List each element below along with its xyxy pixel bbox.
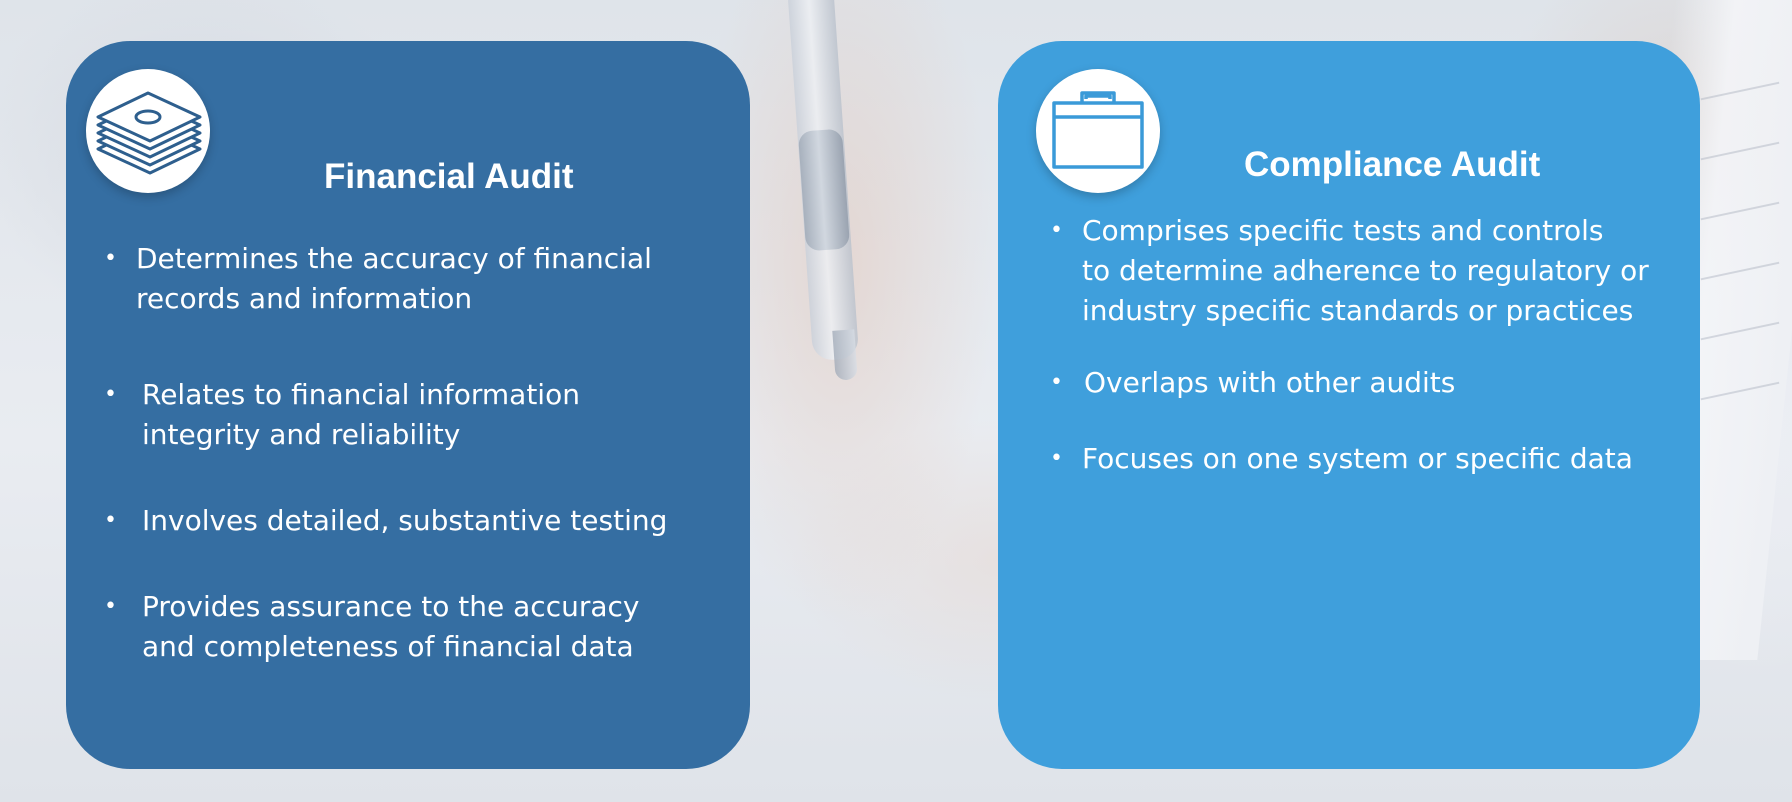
background-pen-grip — [797, 128, 851, 252]
bullet-item: • Relates to financial information integ… — [102, 375, 667, 455]
bullet-text: Involves detailed, substantive testing — [142, 504, 668, 537]
card-title: Financial Audit — [324, 157, 574, 196]
bullet-list: • Comprises specific tests and controls … — [1048, 211, 1649, 479]
background-pen-tip — [832, 329, 858, 381]
bullet-text: Comprises specific tests and controls to… — [1082, 214, 1649, 327]
bullet-item: • Focuses on one system or specific data — [1048, 439, 1649, 479]
bullet-list: • Determines the accuracy of financial r… — [102, 239, 667, 667]
bullet-dot: • — [104, 382, 117, 407]
bullet-item: • Determines the accuracy of financial r… — [102, 239, 667, 319]
bullet-item: • Provides assurance to the accuracy and… — [102, 587, 667, 667]
bullet-dot: • — [104, 594, 117, 619]
bullet-dot: • — [1050, 218, 1063, 243]
bullet-dot: • — [1050, 446, 1063, 471]
bullet-dot: • — [104, 508, 117, 533]
bullet-dot: • — [104, 246, 117, 271]
compliance-audit-card: Compliance Audit • Comprises specific te… — [998, 41, 1700, 769]
card-title: Compliance Audit — [1244, 145, 1541, 184]
bullet-item: • Involves detailed, substantive testing — [102, 501, 667, 541]
bullet-item: • Comprises specific tests and controls … — [1048, 211, 1649, 331]
bullet-dot: • — [1050, 370, 1063, 395]
bullet-item: • Overlaps with other audits — [1048, 363, 1649, 403]
bullet-text: Overlaps with other audits — [1084, 366, 1456, 399]
bullet-text: Determines the accuracy of financial rec… — [136, 242, 652, 315]
bullet-text: Relates to financial information integri… — [142, 378, 580, 451]
financial-audit-card: Financial Audit • Determines the accurac… — [66, 41, 750, 769]
money-stack-icon — [86, 69, 210, 193]
bullet-text: Focuses on one system or specific data — [1082, 442, 1633, 475]
briefcase-icon — [1036, 69, 1160, 193]
bullet-text: Provides assurance to the accuracy and c… — [142, 590, 640, 663]
